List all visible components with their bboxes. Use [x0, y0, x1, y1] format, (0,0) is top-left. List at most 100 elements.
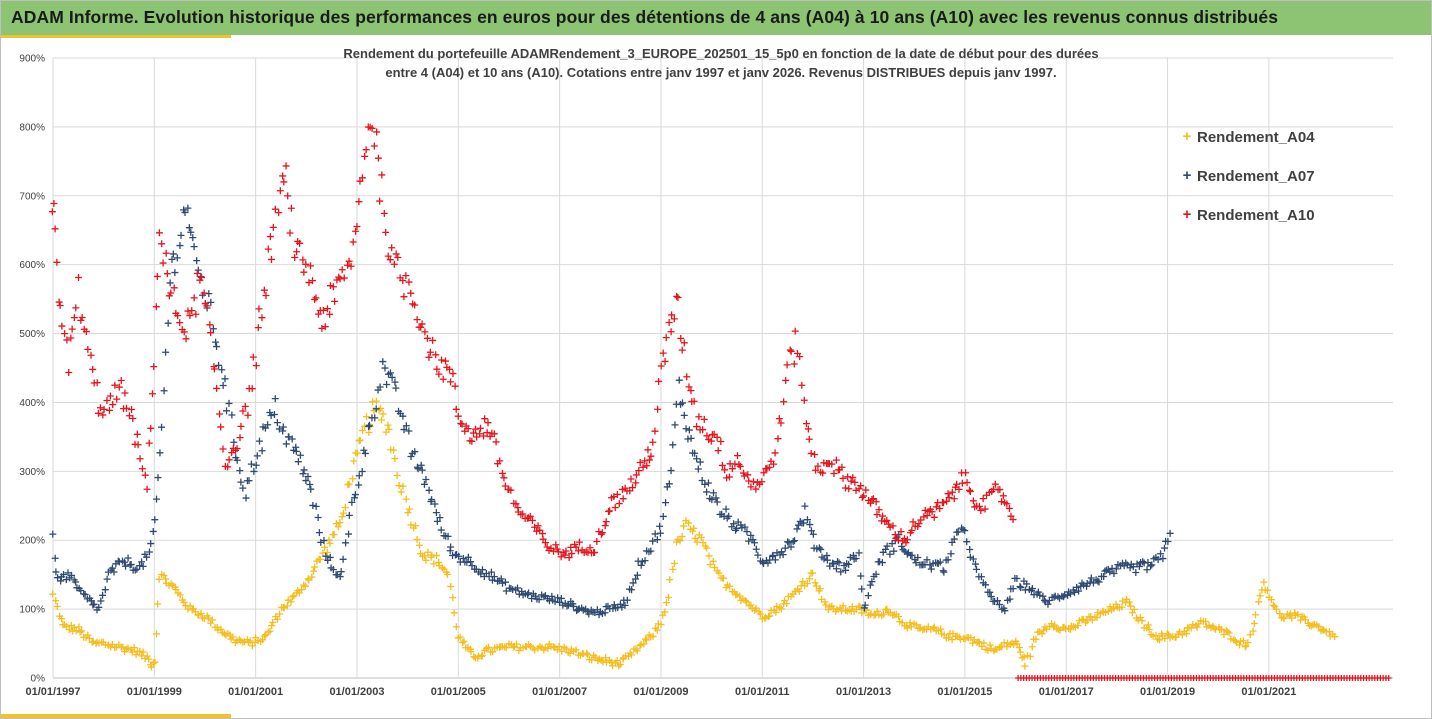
marker-a04 — [1020, 653, 1028, 661]
marker-a04 — [812, 582, 820, 590]
marker-a07 — [156, 449, 164, 457]
marker-a07 — [1100, 572, 1108, 580]
marker-a04 — [330, 531, 338, 539]
marker-a07 — [414, 465, 422, 473]
marker-a10 — [147, 424, 155, 432]
marker-a10 — [528, 516, 536, 524]
marker-a10 — [286, 229, 294, 237]
legend-item-a07: + Rendement_A07 — [1183, 167, 1315, 185]
marker-a10 — [915, 520, 923, 528]
marker-a10 — [174, 312, 182, 320]
legend: + Rendement_A04 + Rendement_A07 + Rendem… — [1183, 128, 1316, 224]
marker-a10 — [296, 239, 304, 247]
marker-a07 — [803, 516, 811, 524]
marker-a10 — [452, 405, 460, 413]
marker-a04 — [1220, 631, 1228, 639]
marker-a04 — [1301, 616, 1309, 624]
marker-a10 — [744, 471, 752, 479]
marker-a10 — [677, 334, 685, 342]
marker-a10 — [862, 486, 870, 494]
marker-a04 — [197, 610, 205, 618]
marker-a04 — [1260, 578, 1268, 586]
marker-a04 — [986, 641, 994, 649]
marker-a04 — [676, 537, 684, 545]
marker-a10 — [219, 445, 227, 453]
marker-a10 — [713, 433, 721, 441]
marker-a04 — [119, 643, 127, 651]
marker-a10 — [928, 508, 936, 516]
marker-a04 — [833, 605, 841, 613]
marker-a07 — [329, 566, 337, 574]
marker-a10 — [700, 415, 708, 423]
marker-a10 — [429, 336, 437, 344]
marker-a04 — [384, 421, 392, 429]
marker-a10 — [725, 473, 733, 481]
x-tick-label: 01/01/2019 — [1140, 686, 1195, 698]
marker-a07 — [1083, 580, 1091, 588]
marker-a04 — [421, 552, 429, 560]
marker-a04 — [269, 618, 277, 626]
marker-a04 — [390, 446, 398, 454]
marker-a07 — [320, 537, 328, 545]
marker-a04 — [678, 533, 686, 541]
marker-a10 — [117, 377, 125, 385]
marker-a04 — [268, 622, 276, 630]
marker-a07 — [336, 573, 344, 581]
marker-a10 — [225, 456, 233, 464]
marker-a10 — [255, 305, 263, 313]
marker-a10 — [977, 507, 985, 515]
marker-a07 — [890, 547, 898, 555]
marker-a04 — [205, 614, 213, 622]
marker-a04 — [85, 634, 93, 642]
marker-a10 — [847, 477, 855, 485]
marker-a07 — [861, 601, 869, 609]
marker-a10 — [770, 460, 778, 468]
marker-a10 — [78, 313, 86, 321]
marker-a04 — [703, 544, 711, 552]
marker-a07 — [1013, 574, 1021, 582]
marker-a07 — [752, 545, 760, 553]
marker-a07 — [193, 257, 201, 265]
marker-a04 — [856, 603, 864, 611]
marker-a07 — [733, 524, 741, 532]
marker-a10 — [373, 128, 381, 136]
marker-a10 — [449, 370, 457, 378]
marker-a04 — [880, 610, 888, 618]
marker-a10 — [258, 314, 266, 322]
marker-a04 — [145, 655, 153, 663]
marker-a07 — [99, 591, 107, 599]
legend-marker-a07: + — [1183, 167, 1192, 184]
marker-a10 — [962, 469, 970, 477]
marker-a07 — [459, 554, 467, 562]
x-tick-label: 01/01/2015 — [937, 686, 992, 698]
marker-a10 — [426, 348, 434, 356]
legend-label-a04: Rendement_A04 — [1197, 129, 1315, 146]
marker-a07 — [173, 254, 181, 262]
marker-a07 — [322, 552, 330, 560]
marker-a04 — [1118, 603, 1126, 611]
marker-a04 — [489, 648, 497, 656]
marker-a10 — [695, 413, 703, 421]
marker-a07 — [548, 592, 556, 600]
marker-a10 — [771, 449, 779, 457]
marker-a07 — [1080, 581, 1088, 589]
marker-a04 — [1315, 623, 1323, 631]
marker-a10 — [889, 522, 897, 530]
marker-a07 — [963, 538, 971, 546]
y-tick-label: 800% — [19, 122, 45, 133]
marker-a04 — [766, 612, 774, 620]
marker-a10 — [552, 541, 560, 549]
marker-a07 — [621, 601, 629, 609]
marker-a07 — [252, 461, 260, 469]
marker-a10 — [291, 254, 299, 262]
marker-a10 — [435, 370, 443, 378]
marker-a10 — [237, 422, 245, 430]
marker-a10 — [885, 520, 893, 528]
marker-a10 — [798, 381, 806, 389]
marker-a07 — [701, 480, 709, 488]
marker-a10 — [945, 494, 953, 502]
marker-a07 — [678, 399, 686, 407]
marker-a04 — [1225, 629, 1233, 637]
marker-a04 — [1016, 648, 1024, 656]
marker-a04 — [1028, 643, 1036, 651]
